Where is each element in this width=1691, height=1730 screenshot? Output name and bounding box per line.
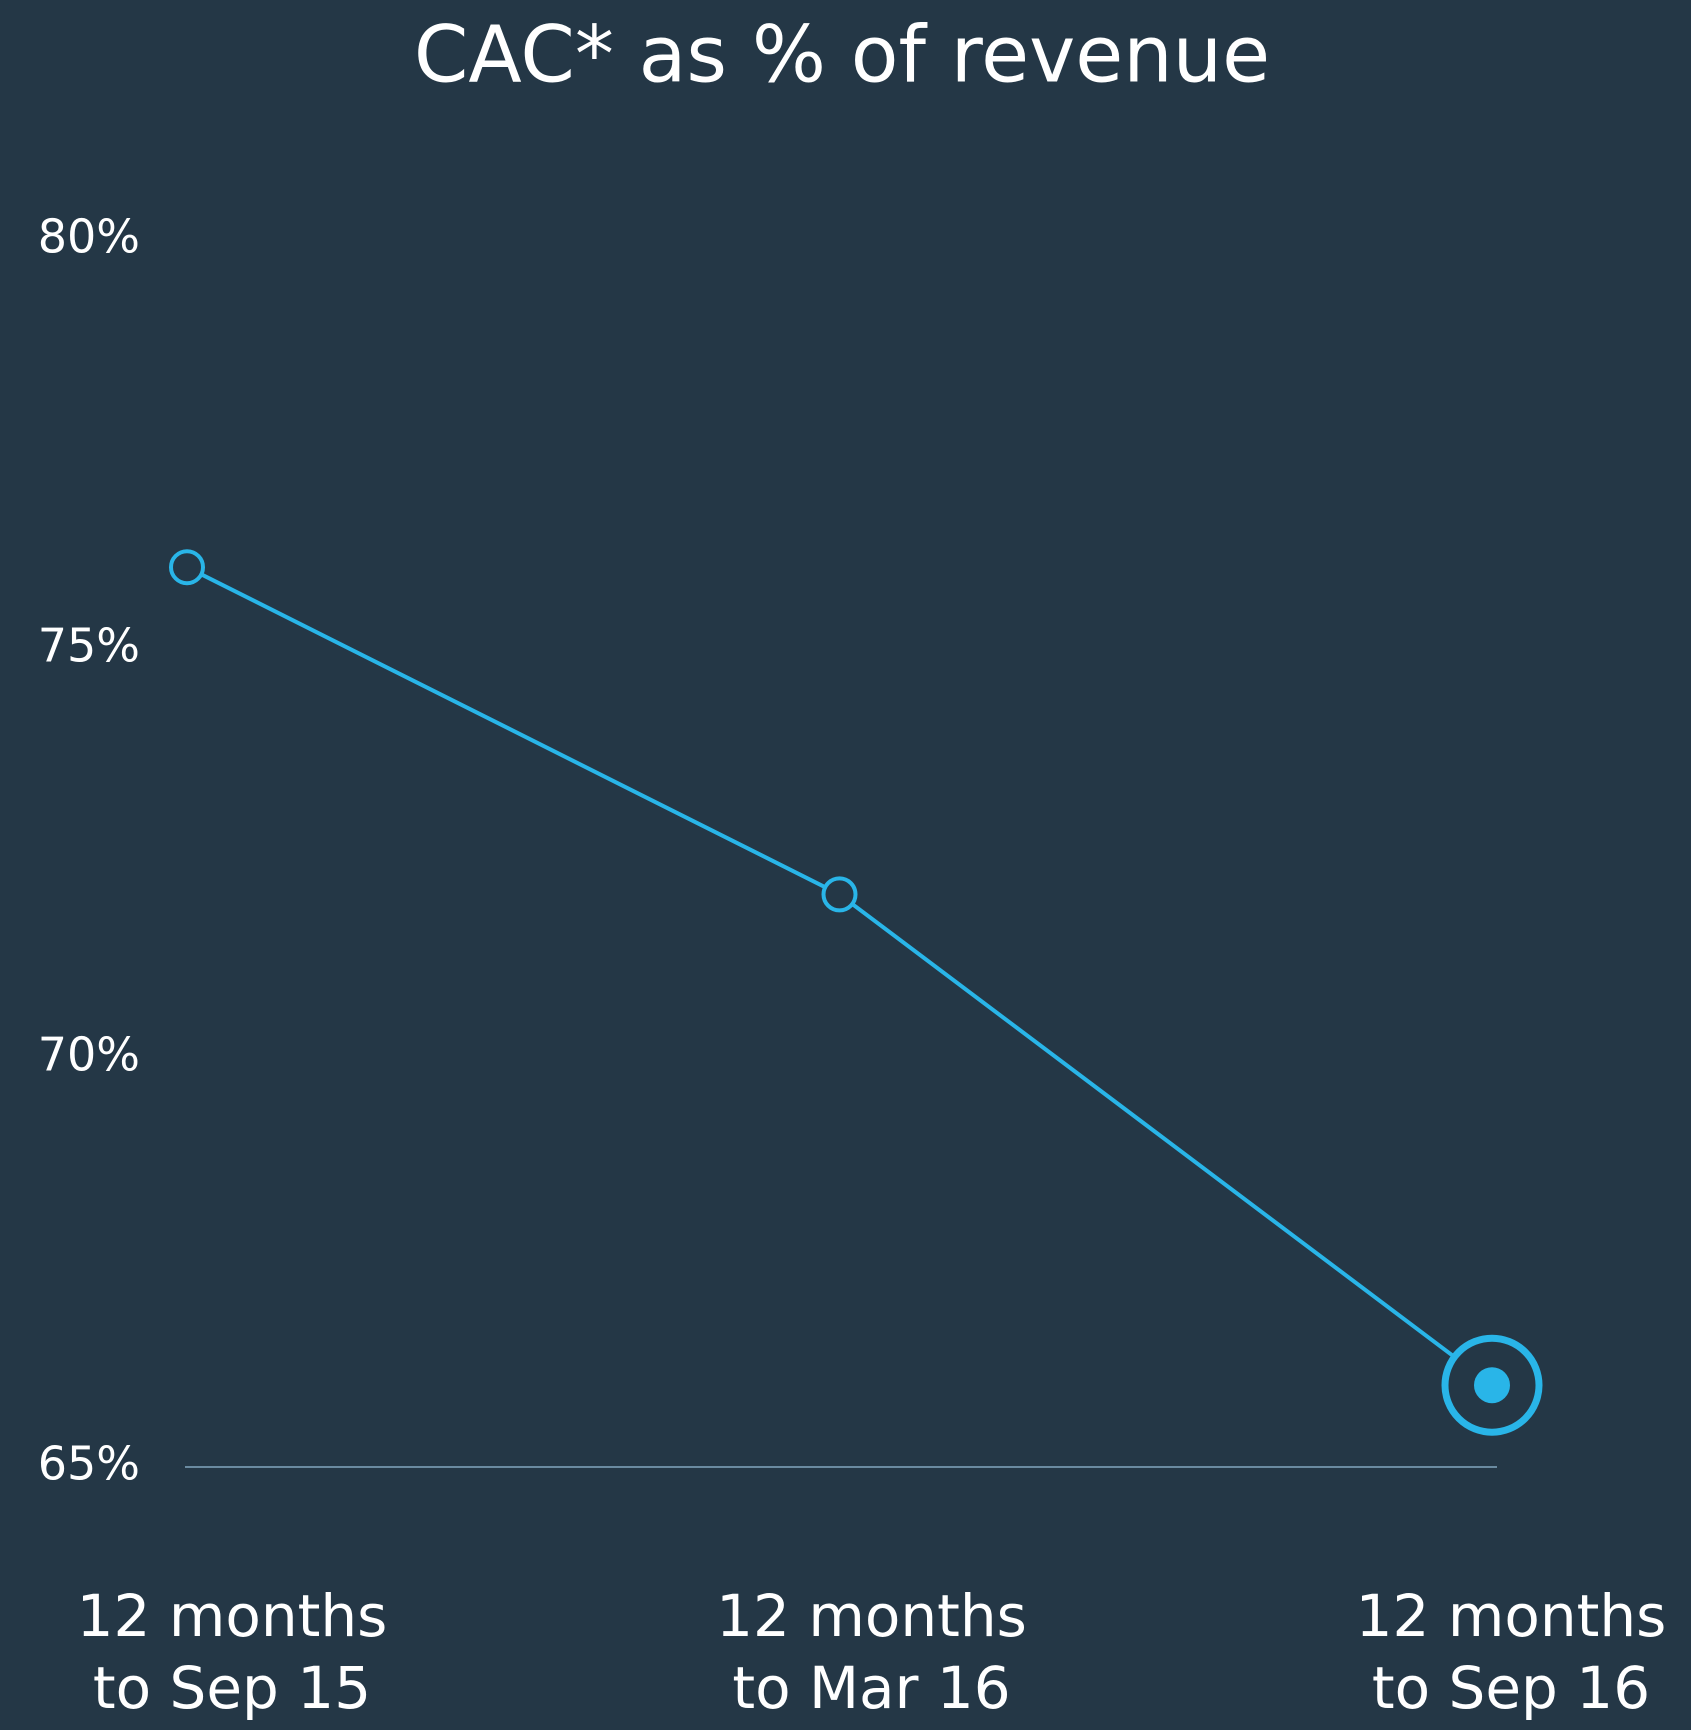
y-tick-label: 80% bbox=[38, 210, 140, 264]
y-tick-label: 75% bbox=[38, 619, 140, 673]
data-point bbox=[169, 549, 205, 586]
x-tick-label: 12 months to Sep 15 bbox=[76, 1582, 388, 1722]
data-point bbox=[1474, 1367, 1510, 1404]
y-tick-label: 70% bbox=[38, 1028, 140, 1082]
data-point bbox=[821, 876, 858, 913]
line-series bbox=[186, 565, 1494, 1387]
y-tick-label: 65% bbox=[38, 1437, 140, 1491]
chart-title: CAC* as % of revenue bbox=[414, 10, 1270, 100]
x-tick-label: 12 months to Mar 16 bbox=[716, 1582, 1027, 1722]
x-tick-label: 12 months to Sep 16 bbox=[1355, 1582, 1667, 1722]
